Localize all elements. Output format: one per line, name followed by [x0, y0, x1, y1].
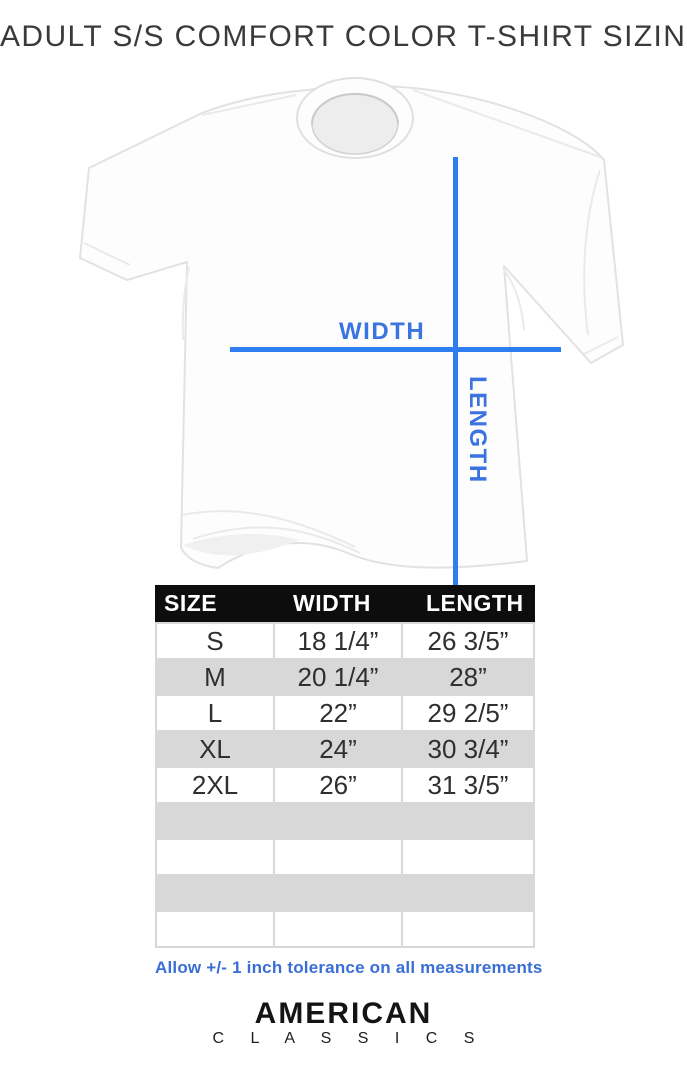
header-width: WIDTH — [293, 590, 371, 616]
cell-width: 18 1/4” — [275, 624, 401, 658]
table-row-2xl: 2XL 26” 31 3/5” — [157, 768, 533, 802]
length-label: LENGTH — [464, 376, 491, 484]
table-row-m: M 20 1/4” 28” — [157, 660, 533, 694]
cell-size: L — [157, 696, 273, 730]
size-table-header: SIZE WIDTH LENGTH — [155, 585, 535, 622]
cell-width: 20 1/4” — [297, 662, 379, 692]
cell-length: 28” — [449, 662, 487, 692]
width-label: WIDTH — [339, 318, 426, 345]
table-row-empty — [157, 840, 533, 874]
cell-length: 29 2/5” — [403, 696, 533, 730]
cell-width: 24” — [319, 734, 357, 764]
cell-size: M — [204, 662, 226, 692]
tshirt-hem-fold — [183, 533, 300, 556]
size-table: SIZE WIDTH LENGTH S 18 1/4” 26 3/5” M 20… — [155, 585, 535, 948]
brand-logo: AMERICAN C L A S S I C S — [0, 999, 687, 1049]
cell-size: 2XL — [157, 768, 273, 802]
length-measure-line — [453, 157, 458, 643]
brand-name-classics: C L A S S I C S — [212, 1030, 486, 1047]
header-size: SIZE — [164, 590, 218, 616]
table-row-empty — [157, 912, 533, 946]
table-row-xl: XL 24” 30 3/4” — [157, 732, 533, 766]
cell-size: XL — [199, 734, 231, 764]
cell-length: 30 3/4” — [427, 734, 509, 764]
cell-size: S — [157, 624, 273, 658]
tshirt-collar — [296, 77, 414, 159]
table-row-l: L 22” 29 2/5” — [157, 696, 533, 730]
table-row-s: S 18 1/4” 26 3/5” — [157, 624, 533, 658]
tolerance-note: Allow +/- 1 inch tolerance on all measur… — [155, 958, 543, 977]
cell-width: 22” — [275, 696, 401, 730]
width-measure-line — [230, 347, 561, 352]
header-length: LENGTH — [426, 590, 524, 616]
cell-length: 26 3/5” — [403, 624, 533, 658]
tshirt-body — [79, 85, 624, 569]
table-row-empty — [157, 804, 533, 838]
tshirt-seams — [83, 89, 619, 554]
tshirt-diagram: WIDTH LENGTH — [60, 75, 630, 643]
brand-name-american: AMERICAN — [254, 997, 433, 1030]
tshirt-graphic — [79, 77, 624, 569]
cell-length: 31 3/5” — [403, 768, 533, 802]
cell-width: 26” — [275, 768, 401, 802]
page-title: ADULT S/S COMFORT COLOR T-SHIRT SIZING — [0, 20, 687, 53]
size-table-body: S 18 1/4” 26 3/5” M 20 1/4” 28” L 22” 29… — [155, 622, 535, 948]
table-row-empty — [157, 876, 533, 910]
